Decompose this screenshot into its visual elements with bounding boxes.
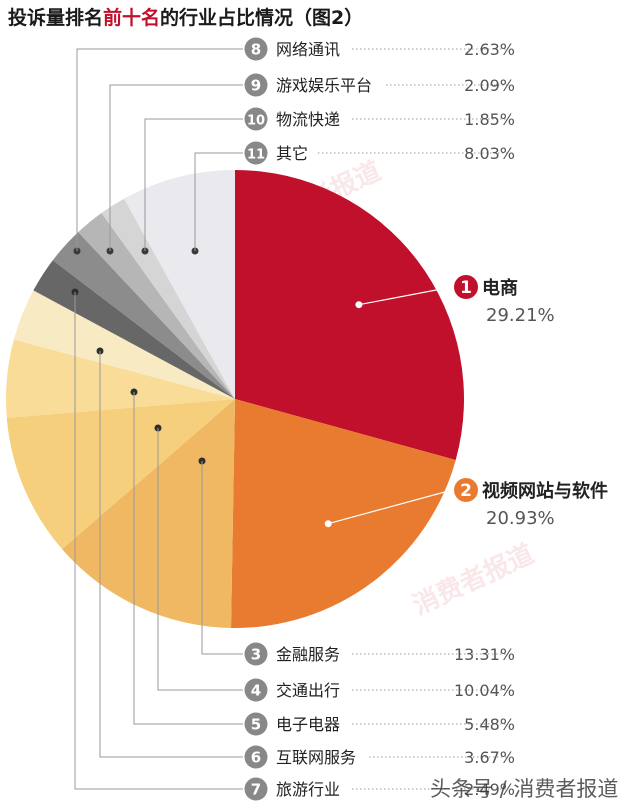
rank-badge-4: [244, 678, 268, 702]
slice-value-11: 8.03%: [464, 144, 515, 163]
rank-number-2: 2: [460, 481, 472, 501]
pie-slice-11: [124, 170, 235, 399]
pie-slice-8: [52, 232, 235, 399]
leader-line-5: [133, 392, 243, 725]
slice-label-4: 交通出行: [276, 681, 340, 700]
slice-label-5: 电子电器: [276, 715, 340, 734]
slice-label-3: 金融服务: [276, 645, 340, 664]
title-suffix: 的行业占比情况（图2）: [160, 6, 363, 29]
leader-line-1: [358, 286, 453, 306]
rank-badge-1: [454, 275, 478, 299]
rank-badge-5: [244, 712, 268, 736]
slice-value-6: 3.67%: [464, 748, 515, 767]
title-prefix: 投诉量排名: [8, 6, 103, 29]
slice-label-9: 游戏娱乐平台: [276, 76, 372, 95]
slice-label-1: 电商: [482, 277, 518, 299]
footer-watermark: 头条号 / 消费者报道: [430, 777, 618, 801]
chart-title: 投诉量排名前十名的行业占比情况（图2）: [8, 6, 363, 29]
rank-number-6: 6: [251, 749, 261, 767]
leader-line-9: [109, 84, 243, 251]
pie-slice-7: [33, 260, 235, 399]
leader-line-3: [201, 461, 243, 655]
pie-slice-4: [6, 399, 236, 550]
leader-line-8: [76, 48, 243, 251]
slice-value-5: 5.48%: [464, 715, 515, 734]
pie-slice-5: [6, 339, 236, 418]
slice-value-3: 13.31%: [454, 645, 515, 664]
rank-badge-6: [244, 745, 268, 769]
rank-number-8: 8: [251, 41, 261, 59]
rank-number-5: 5: [251, 716, 261, 734]
leader-line-6: [99, 351, 243, 758]
rank-number-4: 4: [251, 682, 261, 700]
pie-slice-2: [231, 399, 456, 629]
leader-line-11: [194, 152, 243, 251]
slice-value-8: 2.63%: [464, 40, 515, 59]
rank-number-10: 10: [247, 114, 265, 129]
rank-badge-2: [454, 478, 478, 502]
slice-label-8: 网络通讯: [276, 40, 340, 59]
rank-badge-3: [244, 642, 268, 666]
watermark-mark-2: 消费者报道: [408, 538, 539, 621]
leader-line-2: [328, 489, 453, 525]
slice-value-10: 1.85%: [464, 110, 515, 129]
pie-slice-9: [78, 212, 236, 399]
rank-badge-10: [244, 107, 268, 131]
rank-badge-7: [244, 777, 268, 801]
slice-value-1: 29.21%: [486, 305, 555, 326]
leader-lines: [71, 48, 507, 790]
title-highlight: 前十名: [103, 6, 160, 29]
pie-slice-3: [62, 399, 235, 628]
rank-number-1: 1: [460, 278, 472, 298]
rank-number-7: 7: [251, 781, 261, 799]
rank-number-11: 11: [247, 148, 265, 163]
rank-badge-11: [244, 141, 268, 165]
slice-label-10: 物流快递: [276, 110, 340, 129]
slice-label-7: 旅游行业: [276, 780, 340, 799]
slice-value-4: 10.04%: [454, 681, 515, 700]
slice-labels: 1 电商 29.21% 2 视频网站与软件 20.93% 3 金融服务 13.31% 4 交通出行 1…: [244, 37, 608, 801]
slice-value-2: 20.93%: [486, 508, 555, 529]
rank-number-9: 9: [251, 77, 261, 95]
leader-line-7: [74, 292, 243, 790]
pie-slices: [6, 170, 464, 629]
slice-label-6: 互联网服务: [276, 748, 356, 767]
slice-label-2: 视频网站与软件: [482, 480, 608, 502]
pie-slice-6: [13, 290, 236, 399]
pie-slice-10: [101, 198, 235, 399]
leader-line-4: [157, 428, 243, 691]
rank-number-3: 3: [251, 646, 261, 664]
rank-badge-8: [244, 37, 268, 61]
rank-badge-9: [244, 73, 268, 97]
slice-label-11: 其它: [276, 144, 308, 163]
pie-slice-1: [235, 170, 464, 460]
slice-value-9: 2.09%: [464, 76, 515, 95]
leader-line-10: [144, 118, 243, 251]
slice-value-7: 2.49%: [464, 780, 515, 799]
